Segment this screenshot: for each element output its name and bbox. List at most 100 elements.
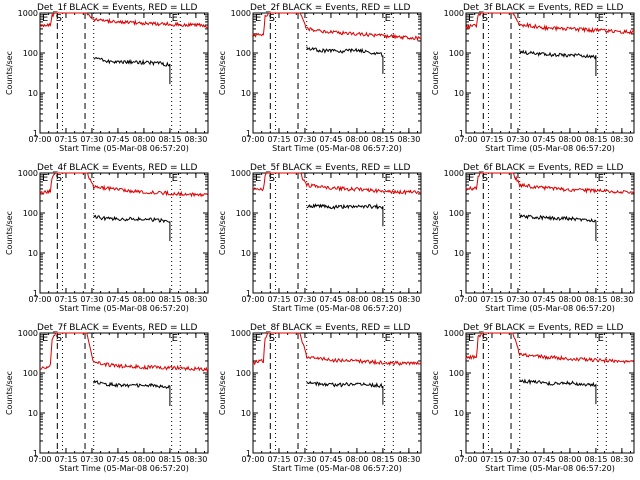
event-marker-s: S — [482, 13, 488, 24]
x-tick-label: 07:30 — [506, 295, 529, 304]
plot-frame — [252, 172, 422, 294]
x-tick-label: 07:00 — [454, 455, 477, 464]
y-axis-label: Counts/sec — [431, 371, 440, 415]
y-tick-label: 1000 — [444, 169, 464, 178]
panel-2: Det_2f BLACK = Events, RED = LLD 1 10 100 10… — [218, 3, 422, 153]
series-events-line — [519, 378, 597, 405]
event-marker-e: E — [172, 333, 178, 344]
event-marker-e: E — [468, 333, 474, 344]
y-tick-label: 1000 — [231, 169, 251, 178]
x-tick-label: 07:30 — [506, 455, 529, 464]
event-marker-s: S — [269, 13, 275, 24]
x-tick-label: 08:15 — [584, 295, 607, 304]
x-tick-label: 08:15 — [371, 455, 394, 464]
y-tick-label: 10 — [241, 89, 251, 98]
x-tick-label: 07:15 — [480, 135, 503, 144]
series-events-line — [519, 214, 597, 241]
y-tick-label: 1 — [246, 449, 251, 458]
series-lld-line — [39, 332, 209, 373]
event-marker-s: S — [482, 173, 488, 184]
panel-5: Det_5f BLACK = Events, RED = LLD 1 10 100 10… — [218, 163, 422, 313]
x-axis-label: Start Time (05-Mar-08 06:57:20) — [59, 144, 189, 153]
y-tick-label: 1 — [33, 449, 38, 458]
event-marker-e: E — [255, 333, 261, 344]
y-tick-label: 1000 — [18, 329, 38, 338]
y-axis-label: Counts/sec — [5, 51, 14, 95]
x-axis-label: Start Time (05-Mar-08 06:57:20) — [59, 304, 189, 313]
y-tick-label: 10 — [28, 249, 38, 258]
panel-title: Det_9f BLACK = Events, RED = LLD — [463, 323, 623, 333]
event-marker-e: E — [385, 333, 391, 344]
y-axis-label: Counts/sec — [5, 371, 14, 415]
event-marker-e: E — [255, 173, 261, 184]
x-tick-label: 07:45 — [319, 295, 342, 304]
panel-3: Det_3f BLACK = Events, RED = LLD 1 10 100 10… — [431, 3, 635, 153]
y-tick-label: 10 — [241, 249, 251, 258]
x-tick-label: 07:00 — [241, 455, 264, 464]
x-tick-label: 08:00 — [558, 295, 581, 304]
x-tick-label: 08:30 — [610, 135, 633, 144]
y-tick-label: 1000 — [18, 169, 38, 178]
y-tick-label: 100 — [23, 369, 38, 378]
y-tick-label: 1000 — [231, 329, 251, 338]
panel-title: Det_4f BLACK = Events, RED = LLD — [37, 163, 197, 173]
x-tick-label: 08:30 — [397, 135, 420, 144]
y-tick-label: 1000 — [18, 9, 38, 18]
y-tick-label: 1 — [459, 129, 464, 138]
series-events-line — [306, 203, 384, 227]
event-marker-e: E — [468, 13, 474, 24]
x-tick-label: 07:15 — [480, 455, 503, 464]
x-tick-label: 07:30 — [80, 455, 103, 464]
series-lld-line — [465, 171, 635, 195]
x-tick-label: 07:30 — [80, 295, 103, 304]
y-tick-label: 10 — [454, 89, 464, 98]
series-lld-line — [252, 332, 422, 367]
panel-title: Det_6f BLACK = Events, RED = LLD — [463, 163, 623, 173]
plot-frame — [39, 172, 209, 294]
series-events-line — [93, 57, 171, 85]
x-tick-label: 08:30 — [397, 455, 420, 464]
x-tick-label: 07:15 — [267, 295, 290, 304]
event-marker-e: E — [598, 173, 604, 184]
series-events-line — [306, 46, 384, 74]
panel-title: Det_3f BLACK = Events, RED = LLD — [463, 3, 623, 13]
y-axis-label: Counts/sec — [218, 371, 227, 415]
y-tick-label: 1 — [33, 289, 38, 298]
x-axis-label: Start Time (05-Mar-08 06:57:20) — [59, 464, 189, 473]
panel-7: Det_7f BLACK = Events, RED = LLD 1 10 100 10… — [5, 323, 209, 473]
series-lld-line — [465, 12, 635, 36]
y-tick-label: 1 — [33, 129, 38, 138]
event-marker-e: E — [172, 173, 178, 184]
series-events-line — [519, 49, 597, 76]
x-tick-label: 08:15 — [371, 295, 394, 304]
y-tick-label: 1000 — [231, 9, 251, 18]
x-tick-label: 08:15 — [584, 455, 607, 464]
event-marker-e: E — [385, 173, 391, 184]
panel-title: Det_5f BLACK = Events, RED = LLD — [250, 163, 410, 173]
x-tick-label: 08:15 — [158, 135, 181, 144]
y-axis-label: Counts/sec — [431, 51, 440, 95]
x-tick-label: 08:15 — [158, 295, 181, 304]
y-tick-label: 100 — [236, 209, 251, 218]
x-tick-label: 07:30 — [293, 135, 316, 144]
y-tick-label: 1000 — [444, 9, 464, 18]
plot-frame — [252, 332, 422, 454]
event-marker-e: E — [42, 333, 48, 344]
x-tick-label: 08:30 — [610, 455, 633, 464]
plot-frame — [465, 172, 635, 294]
series-lld-line — [39, 172, 209, 198]
x-tick-label: 07:00 — [241, 135, 264, 144]
event-marker-e: E — [598, 13, 604, 24]
y-tick-label: 100 — [449, 369, 464, 378]
y-tick-label: 100 — [23, 209, 38, 218]
y-axis-label: Counts/sec — [431, 211, 440, 255]
y-tick-label: 100 — [236, 369, 251, 378]
x-tick-label: 08:30 — [610, 295, 633, 304]
x-tick-label: 07:00 — [28, 135, 51, 144]
x-tick-label: 07:15 — [54, 135, 77, 144]
x-tick-label: 07:15 — [54, 295, 77, 304]
event-marker-e: E — [468, 173, 474, 184]
x-tick-label: 07:15 — [267, 455, 290, 464]
x-tick-label: 07:30 — [506, 135, 529, 144]
event-marker-s: S — [482, 333, 488, 344]
